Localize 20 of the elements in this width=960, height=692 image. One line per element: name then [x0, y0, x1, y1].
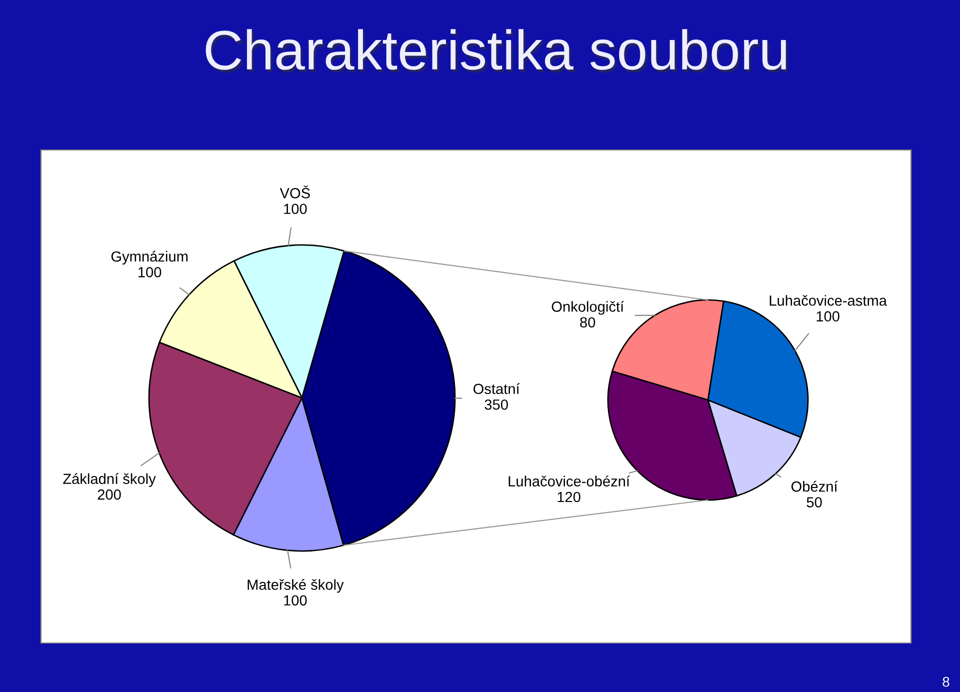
data-label: 80: [580, 317, 596, 328]
slice-label: VOŠ: [280, 185, 310, 198]
data-label: 200: [98, 489, 121, 500]
data-label: 100: [816, 311, 840, 322]
slice-label: Základní školy: [63, 473, 156, 487]
data-label: 100: [284, 204, 307, 214]
slice-label: Ostatní: [473, 383, 520, 394]
slice-label: Gymnázium: [111, 250, 188, 265]
slice-label: Mateřské školy: [248, 578, 344, 593]
data-label: 50: [806, 497, 822, 508]
data-label: 350: [484, 399, 508, 410]
data-label: 100: [284, 595, 307, 606]
slice-label: Obézní: [791, 480, 838, 492]
slice-label: Luhačovice-obézní: [508, 476, 630, 486]
slice-label: Luhačovice-astma: [770, 295, 887, 306]
text: 8: [942, 676, 950, 687]
data-label: 120: [558, 492, 580, 502]
data-label: 100: [138, 267, 162, 278]
chart-title: Charakteristika souboru: [208, 32, 788, 73]
slice-label: Onkologičtí: [552, 300, 624, 315]
